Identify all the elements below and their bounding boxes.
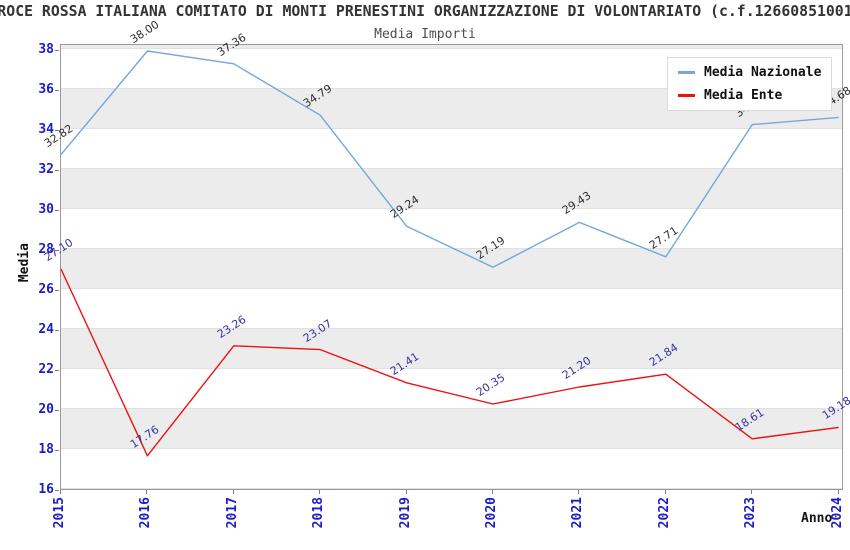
x-tick-mark-2023 <box>751 490 753 494</box>
y-tick-mark-24 <box>55 330 59 331</box>
plot-area: 32.82 38.00 37.36 34.79 29.24 27.19 29.43 27.71… <box>42 18 850 490</box>
x-tick-label-2018: 2018 <box>311 497 327 529</box>
x-tick-mark-2024 <box>837 490 839 494</box>
y-axis-title: Media <box>17 243 32 283</box>
y-tick-label-28: 28 <box>38 242 54 257</box>
y-tick-mark-26 <box>55 290 59 291</box>
y-tick-label-36: 36 <box>38 82 54 97</box>
x-tick-mark-2020 <box>492 490 493 494</box>
x-tick-mark-2019 <box>405 490 407 494</box>
x-tick-mark-2018 <box>319 490 321 494</box>
y-tick-label-22: 22 <box>38 362 54 377</box>
y-tick-label-20: 20 <box>38 402 54 417</box>
y-tick-mark-22 <box>55 370 59 371</box>
x-tick-label-2023: 2023 <box>743 497 759 529</box>
y-tick-mark-34 <box>55 130 59 131</box>
x-tick-label-2015: 2015 <box>52 497 67 529</box>
legend-label-media-ente: Media Ente <box>704 88 783 103</box>
y-tick-label-32: 32 <box>38 162 54 177</box>
y-tick-mark-20 <box>55 410 59 411</box>
legend: Media Nazionale Media Ente <box>667 57 833 111</box>
y-tick-mark-16 <box>55 490 59 491</box>
line-media-nazionale <box>60 50 839 268</box>
x-tick-mark-2017 <box>232 490 234 494</box>
y-tick-label-26: 26 <box>38 282 54 297</box>
legend-item-media-ente: Media Ente <box>678 88 821 103</box>
line-media-ente <box>60 268 839 457</box>
x-tick-mark-2016 <box>146 490 148 494</box>
chart-subtitle: Media Importi <box>374 27 476 42</box>
legend-label-media-nazionale: Media Nazionale <box>704 65 822 80</box>
x-axis-title: Anno <box>801 511 833 526</box>
y-tick-label-38: 38 <box>38 42 54 57</box>
legend-swatch-media-ente <box>678 94 695 97</box>
y-tick-label-16: 16 <box>38 482 54 497</box>
x-tick-mark-2021 <box>578 490 580 494</box>
legend-item-media-nazionale: Media Nazionale <box>678 65 821 80</box>
series-lines <box>60 50 839 457</box>
x-tick-label-2020: 2020 <box>484 497 499 529</box>
y-tick-mark-18 <box>55 450 59 451</box>
y-tick-mark-32 <box>55 170 59 171</box>
chart-title: CROCE ROSSA ITALIANA COMITATO DI MONTI P… <box>0 3 850 20</box>
y-tick-mark-28 <box>55 250 59 251</box>
x-tick-label-2021: 2021 <box>570 497 586 529</box>
y-tick-mark-36 <box>55 90 59 91</box>
y-tick-label-34: 34 <box>38 122 54 137</box>
x-tick-mark-2015 <box>60 490 61 494</box>
y-tick-mark-30 <box>55 210 59 211</box>
x-tick-mark-2022 <box>664 490 666 494</box>
x-tick-label-2016: 2016 <box>138 497 154 529</box>
x-tick-label-2017: 2017 <box>224 497 240 529</box>
y-tick-label-18: 18 <box>38 442 54 457</box>
x-tick-label-2019: 2019 <box>397 497 413 529</box>
legend-swatch-media-nazionale <box>678 71 695 74</box>
y-tick-label-30: 30 <box>38 202 54 217</box>
x-tick-label-2022: 2022 <box>656 497 672 529</box>
y-tick-label-24: 24 <box>38 322 54 337</box>
y-tick-mark-38 <box>55 50 59 51</box>
